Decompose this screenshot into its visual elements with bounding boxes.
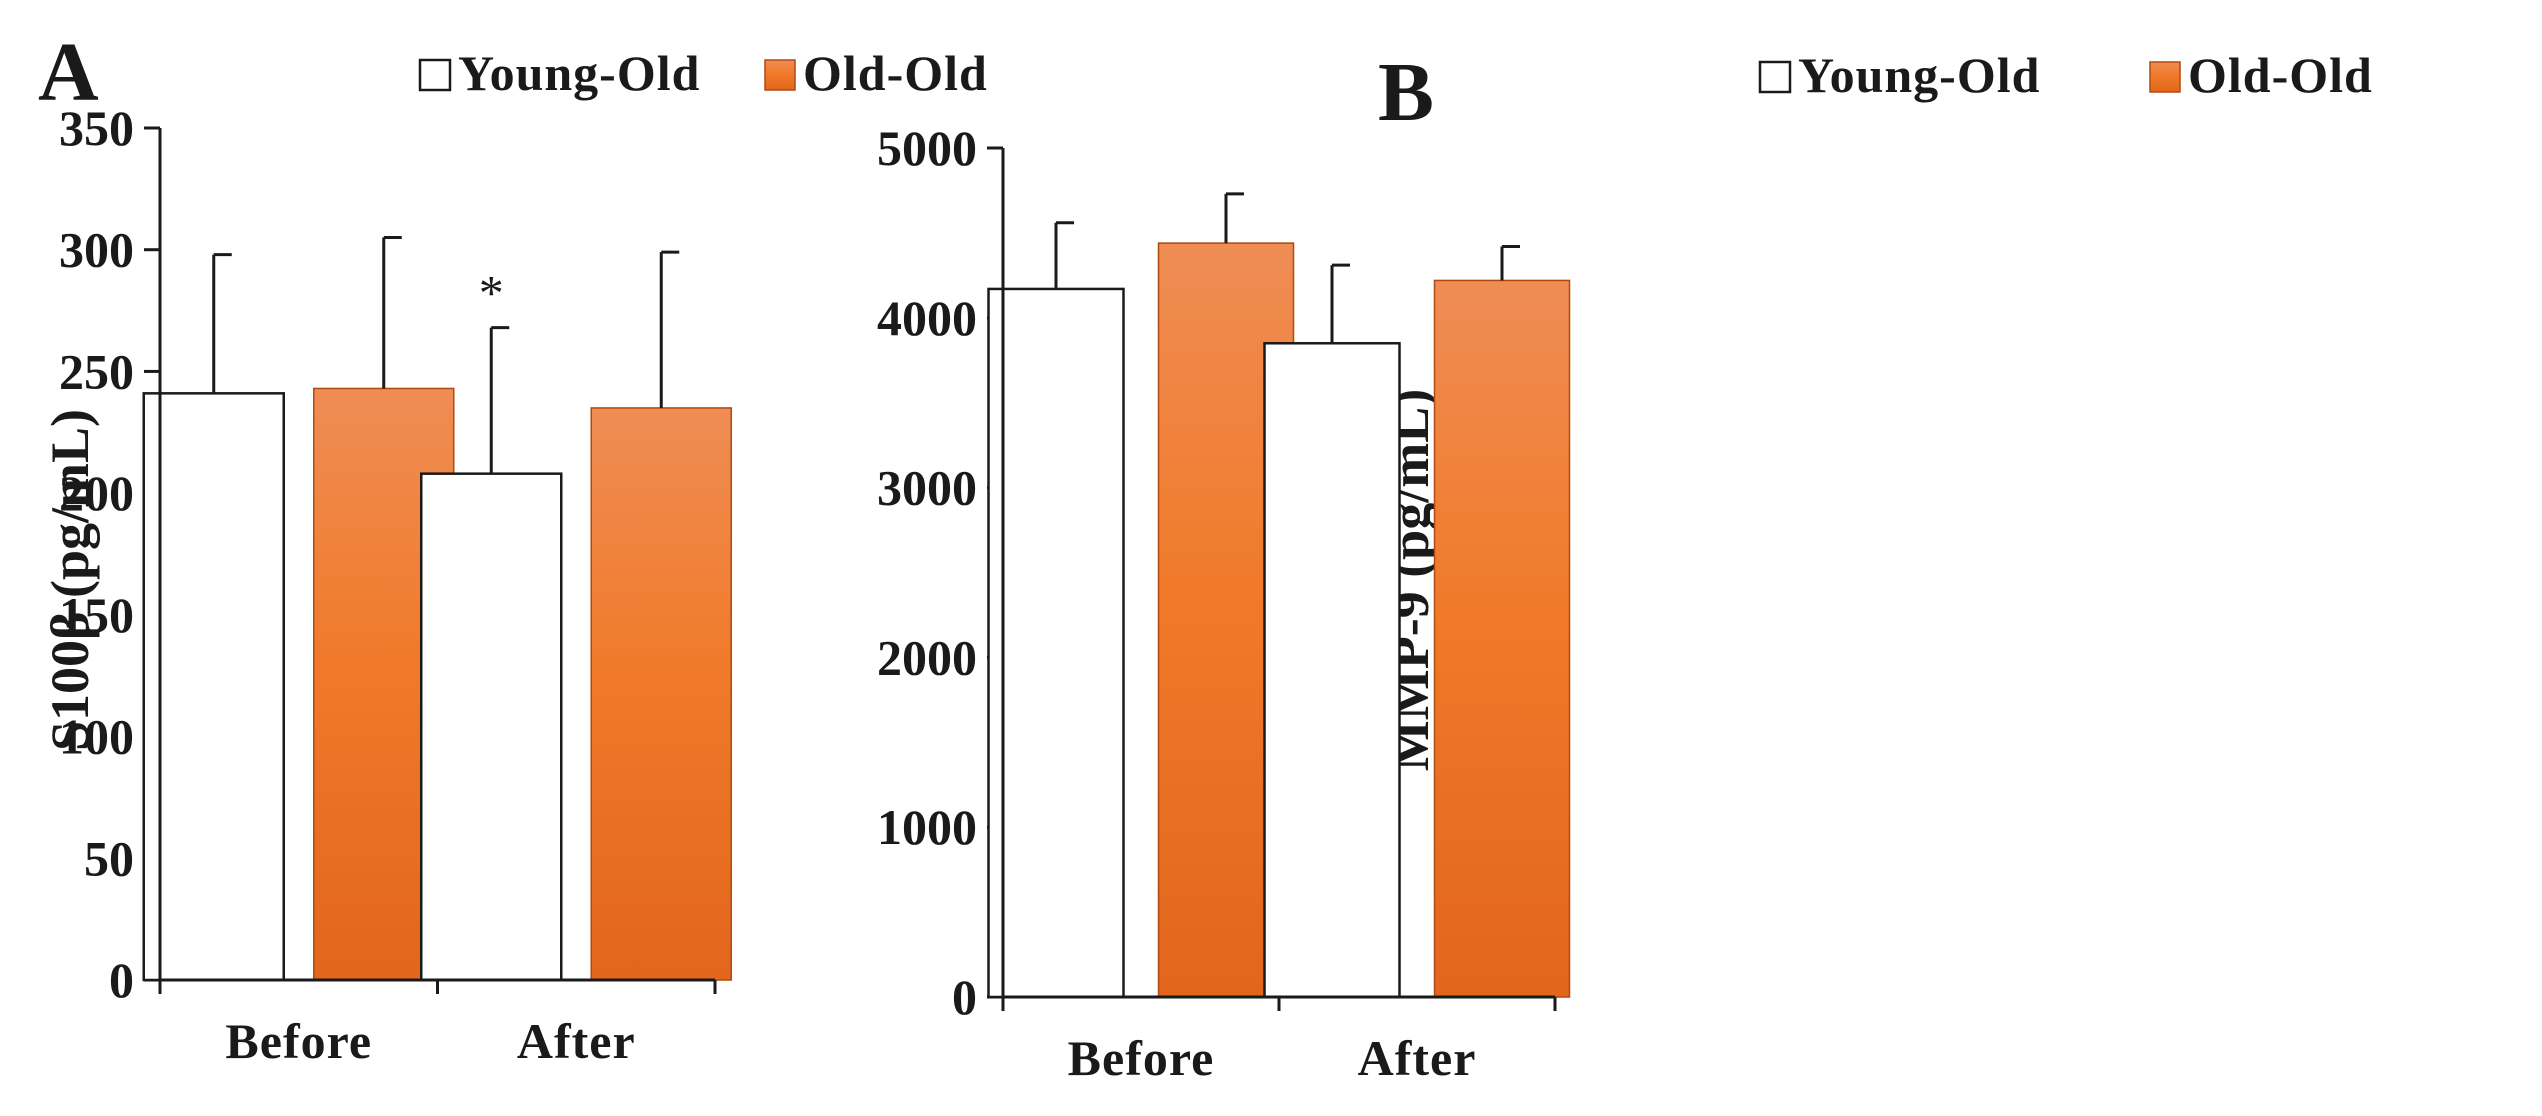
bars-b bbox=[987, 192, 1571, 999]
y-tick-label: 350 bbox=[59, 100, 134, 156]
legend-label-old-old: Old-Old bbox=[803, 45, 988, 101]
bar-young-old-after bbox=[420, 472, 563, 982]
legend-label-young-old: Young-Old bbox=[458, 45, 700, 101]
y-tick-label: 0 bbox=[109, 952, 134, 1008]
panel-label-a: A bbox=[38, 26, 99, 119]
y-tick-label: 4000 bbox=[877, 290, 977, 346]
y-tick-label: 3000 bbox=[877, 460, 977, 516]
legend-a: Young-Old Old-Old bbox=[418, 45, 988, 101]
legend-label-young-old: Young-Old bbox=[1798, 47, 2040, 103]
y-axis-title-a: S100β (pg/mL) bbox=[40, 409, 100, 751]
legend-label-old-old: Old-Old bbox=[2188, 47, 2373, 103]
legend-swatch-old-old bbox=[764, 59, 796, 91]
x-axis-labels-b: Before After bbox=[1068, 1030, 1477, 1086]
x-category-label: After bbox=[517, 1013, 636, 1069]
y-tick-label: 50 bbox=[84, 830, 134, 886]
x-category-label: Before bbox=[225, 1013, 372, 1069]
x-category-label: After bbox=[1358, 1030, 1477, 1086]
panel-label-b: B bbox=[1378, 46, 1434, 139]
bar-old-old-after bbox=[590, 407, 732, 981]
legend-swatch-young-old bbox=[1758, 60, 1792, 94]
legend-b: Young-Old Old-Old bbox=[1758, 47, 2373, 103]
y-tick-label: 5000 bbox=[877, 120, 977, 176]
y-axis-ticks-b: 0 1000 2000 3000 4000 5000 bbox=[877, 120, 1003, 1025]
x-category-label: Before bbox=[1068, 1030, 1215, 1086]
bar-old-old-after bbox=[1433, 279, 1571, 998]
x-axis-labels-a: Before After bbox=[225, 1013, 636, 1069]
y-tick-label: 300 bbox=[59, 222, 134, 278]
legend-swatch-old-old bbox=[2149, 61, 2181, 93]
bar-young-old-before bbox=[142, 392, 285, 982]
y-tick-label: 250 bbox=[59, 343, 134, 399]
bars-a bbox=[142, 236, 732, 982]
y-tick-label: 2000 bbox=[877, 629, 977, 685]
bar-young-old-after bbox=[1263, 342, 1401, 999]
y-tick-label: 0 bbox=[952, 969, 977, 1025]
axes-a bbox=[158, 128, 717, 994]
y-tick-label: 150 bbox=[59, 587, 134, 643]
bar-young-old-before bbox=[987, 287, 1125, 999]
annotations-a: * bbox=[479, 265, 504, 321]
y-tick-label: 200 bbox=[59, 465, 134, 521]
y-tick-label: 100 bbox=[59, 709, 134, 765]
legend-swatch-young-old bbox=[418, 58, 452, 92]
y-axis-ticks-a: 0 50 100 150 200 250 300 350 bbox=[59, 100, 160, 1008]
chart-panel-b: B Young-Old Old-Old MMP-9 (pg/mL) 010002… bbox=[877, 46, 2373, 1086]
chart-panel-a: A Young-Old Old-Old S100β (pg/mL) 0 50 100… bbox=[38, 26, 988, 1069]
y-tick-label: 1000 bbox=[877, 799, 977, 855]
significance-marker: * bbox=[479, 265, 504, 321]
axes-b bbox=[1001, 148, 1557, 1011]
